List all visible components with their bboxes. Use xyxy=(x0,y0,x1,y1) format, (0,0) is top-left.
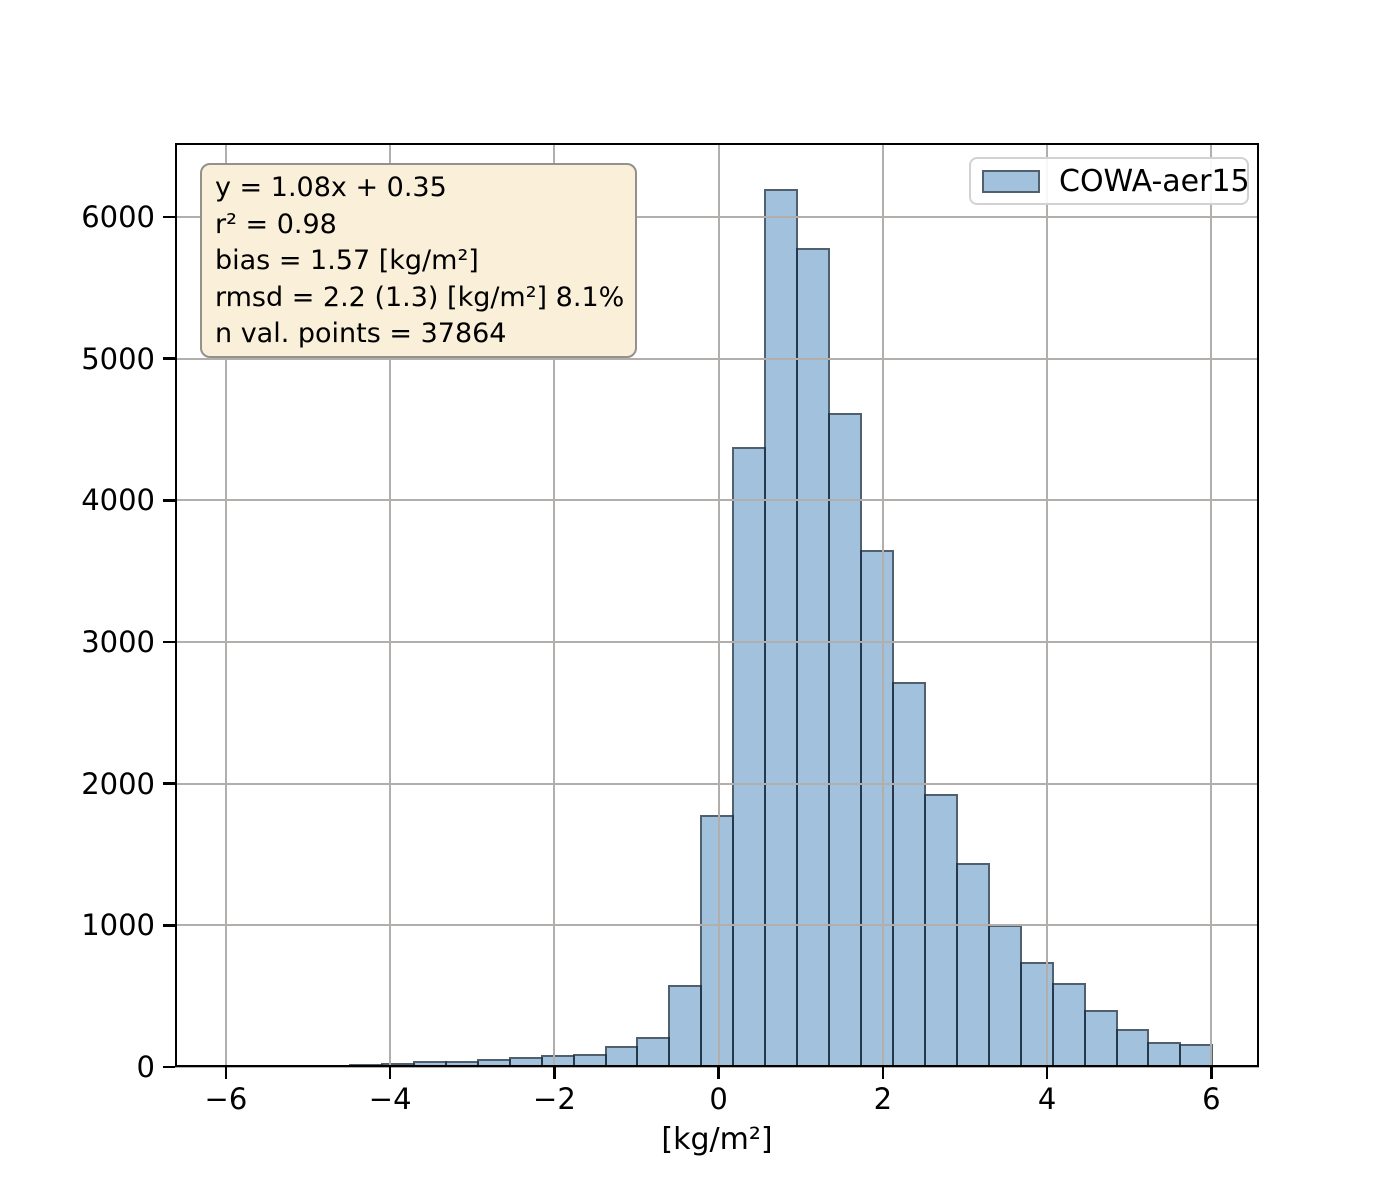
y-tick-label: 3000 xyxy=(81,625,155,660)
y-tick-mark xyxy=(163,357,175,360)
stats-annotation-box: y = 1.08x + 0.35 r² = 0.98 bias = 1.57 [… xyxy=(200,163,637,358)
gridline-horizontal xyxy=(175,216,1259,219)
x-tick-mark xyxy=(1210,1067,1213,1079)
x-tick-mark xyxy=(388,1067,392,1079)
histogram-bar xyxy=(828,412,863,1067)
gridline-vertical xyxy=(1046,143,1049,1067)
x-tick-label: −6 xyxy=(204,1082,248,1116)
gridline-vertical xyxy=(881,143,884,1067)
y-tick-mark xyxy=(163,924,175,927)
histogram-bar xyxy=(700,814,735,1067)
histogram-bar xyxy=(987,925,1022,1067)
stat-line-fit: y = 1.08x + 0.35 xyxy=(215,172,447,203)
x-tick-label: 6 xyxy=(1202,1082,1221,1116)
y-tick-mark xyxy=(163,1065,175,1069)
x-tick-mark xyxy=(717,1067,720,1079)
gridline-horizontal xyxy=(175,357,1259,360)
x-tick-mark xyxy=(553,1067,556,1079)
y-tick-label: 1000 xyxy=(81,908,155,943)
histogram-bar xyxy=(955,863,990,1067)
gridline-vertical xyxy=(1210,143,1213,1067)
y-tick-label: 2000 xyxy=(81,766,155,801)
y-tick-label: 4000 xyxy=(81,483,155,518)
gridline-vertical xyxy=(224,143,227,1067)
x-tick-label: −4 xyxy=(368,1082,412,1116)
legend-color-patch xyxy=(982,169,1040,193)
legend-box: COWA-aer15 xyxy=(969,157,1250,205)
histogram-bar xyxy=(668,984,703,1067)
x-tick-label: 0 xyxy=(709,1082,728,1116)
gridline-horizontal xyxy=(175,782,1259,785)
y-tick-label: 6000 xyxy=(81,200,155,235)
y-tick-mark xyxy=(163,499,175,502)
gridline-horizontal xyxy=(175,1066,1259,1068)
histogram-bar xyxy=(796,248,831,1067)
stat-line-rmsd: rmsd = 2.2 (1.3) [kg/m²] 8.1% xyxy=(215,281,625,313)
legend-series-label: COWA-aer15 xyxy=(1059,163,1250,199)
histogram-bar xyxy=(923,793,958,1067)
gridline-vertical xyxy=(389,143,392,1067)
x-tick-mark xyxy=(224,1067,228,1079)
gridline-vertical xyxy=(553,143,556,1067)
y-tick-mark xyxy=(163,640,175,644)
y-tick-mark xyxy=(163,782,175,785)
histogram-bar xyxy=(1179,1044,1214,1067)
histogram-bar xyxy=(860,549,894,1067)
gridline-horizontal xyxy=(175,641,1259,644)
x-tick-label: 4 xyxy=(1037,1082,1057,1116)
y-tick-label: 5000 xyxy=(81,341,155,376)
gridline-horizontal xyxy=(175,499,1259,502)
x-axis-label: [kg/m²] xyxy=(661,1122,773,1157)
stat-line-bias: bias = 1.57 [kg/m²] xyxy=(215,245,479,276)
histogram-bar xyxy=(1019,962,1054,1067)
histogram-bar xyxy=(764,188,799,1067)
stat-line-npoints: n val. points = 37864 xyxy=(215,318,507,349)
plot-area xyxy=(175,143,1259,1068)
x-tick-label: 2 xyxy=(873,1082,893,1116)
x-tick-mark xyxy=(881,1067,885,1079)
histogram-bar xyxy=(1051,983,1086,1067)
x-tick-mark xyxy=(1045,1067,1049,1079)
histogram-bar xyxy=(636,1037,671,1067)
histogram-bar xyxy=(732,446,767,1067)
histogram-bar xyxy=(1083,1010,1118,1067)
gridline-vertical xyxy=(717,143,720,1067)
histogram-bar xyxy=(1115,1028,1150,1067)
y-tick-label: 0 xyxy=(136,1050,155,1084)
stat-line-r2: r² = 0.98 xyxy=(215,208,337,240)
x-tick-label: −2 xyxy=(533,1082,576,1116)
gridline-horizontal xyxy=(175,924,1259,927)
histogram-bar xyxy=(1147,1041,1182,1067)
y-tick-mark xyxy=(163,215,175,219)
histogram-bar xyxy=(572,1053,607,1067)
histogram-bar xyxy=(891,681,926,1067)
histogram-bar xyxy=(604,1046,639,1067)
